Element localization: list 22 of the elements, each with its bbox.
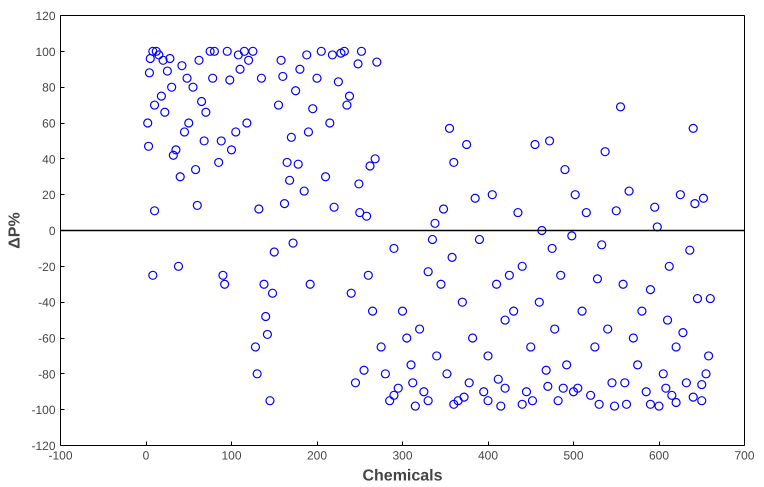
y-tick-label: -100 [31,403,56,418]
x-tick-label: 400 [478,448,498,462]
y-tick-label: 60 [42,116,56,130]
y-tick-label: -20 [38,260,56,274]
x-tick-label: 100 [221,448,242,462]
y-tick-label: 0 [48,224,56,238]
y-tick-label: 80 [42,80,56,95]
x-tick-label: 700 [734,448,755,462]
y-axis-title: ΔP% [6,212,24,249]
y-tick-label: -80 [38,367,56,382]
x-axis-title: Chemicals [362,468,443,484]
y-tick-label: -60 [38,332,56,346]
x-tick-label: 200 [306,448,328,462]
y-tick-label: 40 [42,152,56,166]
y-tick-label: -40 [38,296,56,310]
y-tick-label: 20 [42,188,56,202]
x-tick-label: 0 [142,448,150,462]
x-tick-label: 500 [563,448,584,462]
x-tick-label: 300 [392,448,413,462]
y-tick-label: 120 [35,9,56,23]
y-tick-label: 100 [35,44,56,59]
x-tick-label: 600 [648,448,670,462]
